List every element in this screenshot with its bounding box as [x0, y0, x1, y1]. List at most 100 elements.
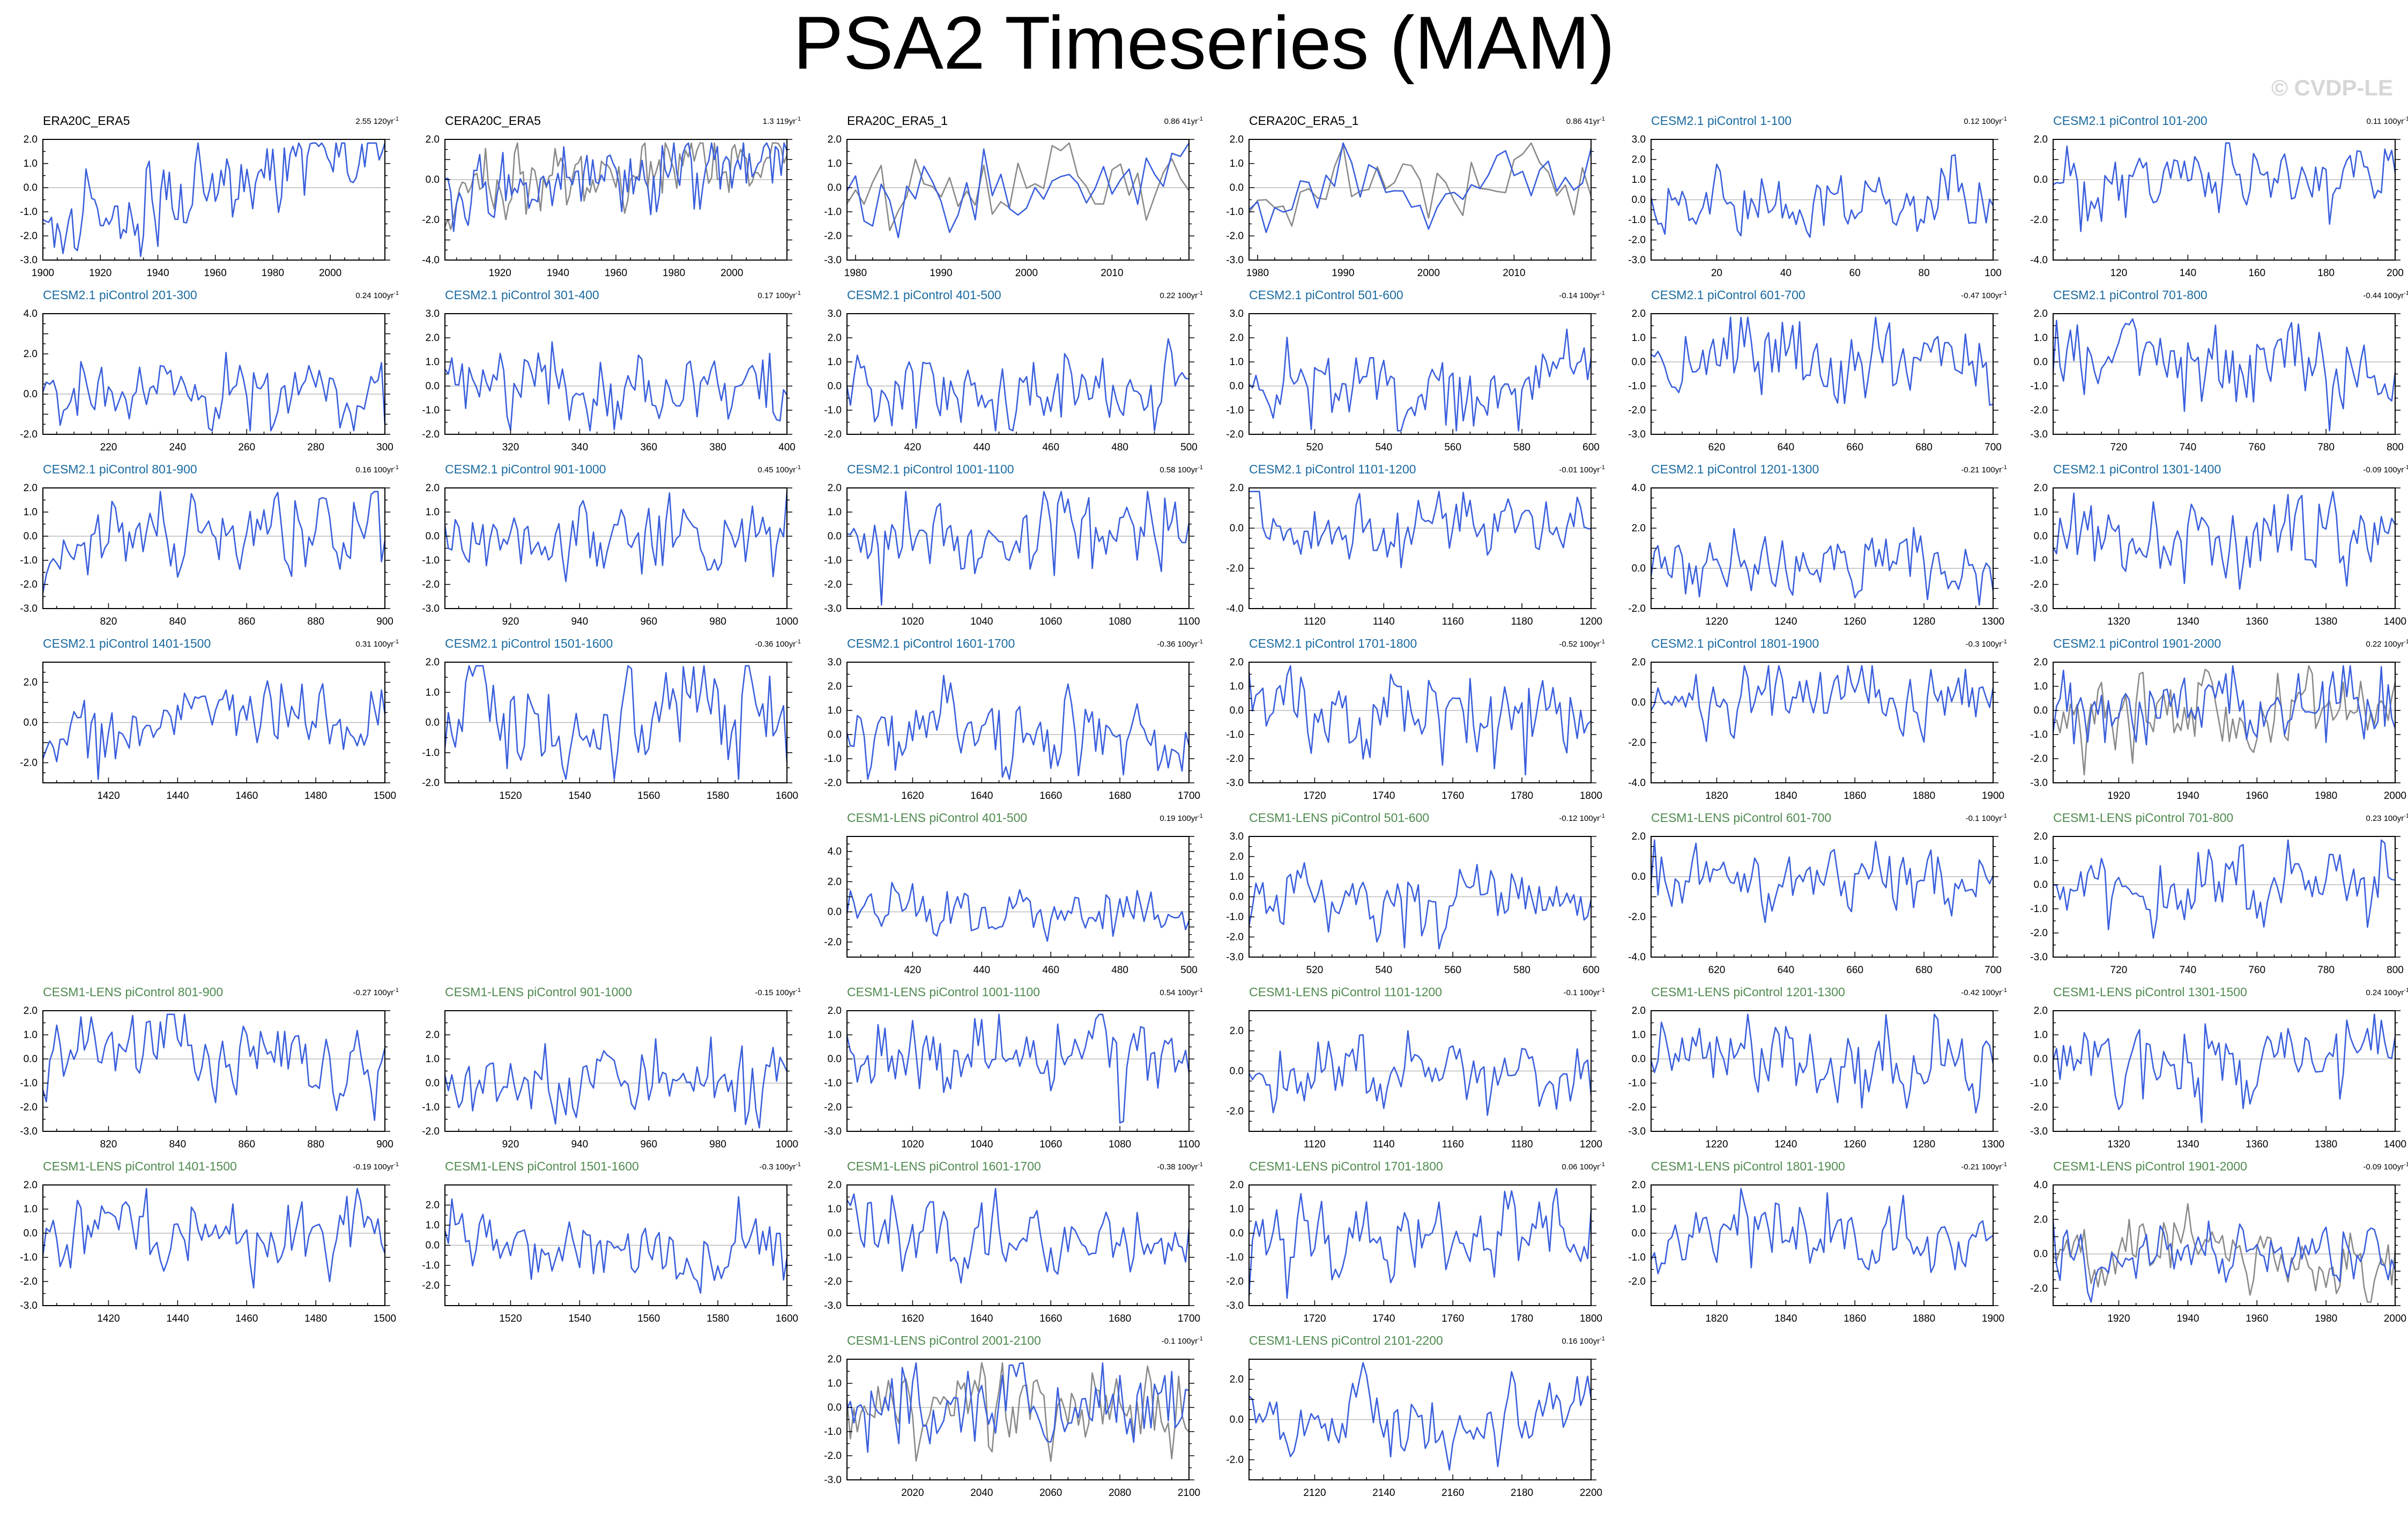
- y-tick-label: 2.0: [1230, 1180, 1244, 1191]
- y-tick-label: -2.0: [1226, 753, 1244, 765]
- y-tick-label: -1.0: [2030, 729, 2048, 740]
- panel-title: CESM2.1 piControl 401-500: [847, 288, 1001, 302]
- x-tick-label: 1120: [1304, 1139, 1326, 1150]
- y-tick-label: -1.0: [1628, 381, 1646, 392]
- y-tick-label: 4.0: [828, 846, 842, 857]
- y-tick-label: 2.0: [24, 349, 38, 360]
- panel-title: CESM1-LENS piControl 901-1000: [445, 985, 633, 999]
- panel-trend: -0.36 100yr-1: [1157, 639, 1203, 649]
- x-tick-label: 720: [2110, 965, 2128, 976]
- y-tick-label: 0.0: [2034, 1249, 2048, 1260]
- chart-panel: CERA20C_ERA5 1.3 119yr-1 -4.0 -2.0 0.0 2.0 192…: [407, 113, 809, 287]
- y-tick-label: -2.0: [1628, 912, 1646, 923]
- y-tick-label: 0.0: [2034, 531, 2048, 542]
- x-tick-label: 1660: [1039, 1313, 1062, 1324]
- x-tick-label: 1040: [970, 616, 993, 627]
- x-tick-label: 1540: [568, 790, 591, 802]
- y-tick-label: 2.0: [426, 1200, 440, 1211]
- x-tick-label: 1240: [1774, 1139, 1797, 1150]
- y-tick-label: -2.0: [1226, 1455, 1244, 1466]
- panel-plot: -4.0 -2.0 0.0 2.0 1820 1840 1860 1880 1900: [1628, 657, 2004, 802]
- series-line: [846, 881, 1190, 942]
- x-tick-label: 20: [1711, 268, 1722, 279]
- plot-frame: [846, 1010, 1190, 1132]
- x-tick-label: 1100: [1178, 1139, 1200, 1150]
- panel-title: CESM2.1 piControl 601-700: [1651, 288, 1805, 302]
- panel-trend: 0.45 100yr-1: [757, 464, 801, 475]
- y-tick-label: 0.0: [1230, 1066, 1244, 1077]
- panel-plot: -3.0 -2.0 -1.0 0.0 1.0 2.0 1920 1940 1960 1980 200…: [2030, 657, 2406, 802]
- series-line: [444, 665, 788, 780]
- y-tick-label: 1.0: [1632, 1204, 1646, 1215]
- y-tick-label: 1.0: [24, 158, 38, 169]
- panel-plot: -3.0 -2.0 -1.0 0.0 1.0 2.0 1220 1240 1260 1280 130…: [1628, 1005, 2004, 1150]
- y-tick-label: 0.0: [24, 389, 38, 400]
- x-tick-label: 820: [100, 1139, 117, 1150]
- y-tick-label: 2.0: [2034, 657, 2048, 668]
- panel-title: CESM1-LENS piControl 601-700: [1651, 811, 1832, 825]
- x-tick-label: 1920: [2107, 790, 2130, 802]
- panel-title: CESM2.1 piControl 1001-1100: [847, 462, 1014, 476]
- y-tick-label: 2.0: [24, 1180, 38, 1191]
- y-tick-label: -4.0: [422, 255, 440, 266]
- y-tick-label: 0.0: [828, 907, 842, 918]
- panel-plot: -3.0 -2.0 -1.0 0.0 1.0 2.0 1720 1740 1760 1780 180…: [1226, 657, 1602, 802]
- y-tick-label: 2.0: [1230, 483, 1244, 494]
- x-tick-label: 240: [169, 442, 186, 453]
- panel-trend: 0.23 100yr-1: [2366, 813, 2408, 823]
- y-tick-label: -2.0: [824, 937, 842, 948]
- x-tick-label: 580: [1513, 442, 1530, 453]
- x-tick-label: 740: [2179, 965, 2196, 976]
- panel-trend: 0.22 100yr-1: [2366, 639, 2408, 649]
- panel-plot: -2.0 0.0 2.0 1420 1440 1460 1480 1500: [20, 662, 396, 802]
- series-line: [846, 338, 1190, 432]
- panel-trend: 1.3 119yr-1: [762, 116, 801, 126]
- x-tick-label: 1360: [2246, 1139, 2268, 1150]
- y-tick-label: -1.0: [422, 1102, 440, 1113]
- x-tick-label: 920: [502, 1139, 519, 1150]
- x-tick-label: 360: [640, 442, 657, 453]
- y-tick-label: 1.0: [828, 357, 842, 368]
- x-tick-label: 1980: [1246, 268, 1269, 279]
- panel-title: CESM2.1 piControl 1401-1500: [43, 636, 211, 650]
- y-tick-label: 1.0: [1230, 1204, 1244, 1215]
- x-tick-label: 1520: [499, 1313, 522, 1324]
- panel-title: CESM1-LENS piControl 2101-2200: [1249, 1333, 1443, 1347]
- panel-plot: -3.0 -2.0 -1.0 0.0 1.0 2.0 1900 1920 1940 1960 198…: [20, 134, 390, 279]
- x-tick-label: 1820: [1705, 790, 1728, 802]
- x-tick-label: 1640: [970, 790, 993, 802]
- panel-trend: -0.36 100yr-1: [755, 639, 801, 649]
- x-tick-label: 1760: [1441, 790, 1464, 802]
- y-tick-label: 2.0: [1632, 831, 1646, 842]
- panel-plot: -3.0 -2.0 -1.0 0.0 1.0 2.0 820 840 860 880 900: [20, 1005, 393, 1150]
- y-tick-label: -2.0: [2030, 928, 2048, 939]
- x-tick-label: 780: [2317, 442, 2335, 453]
- x-tick-label: 760: [2248, 442, 2265, 453]
- chart-panel: CESM2.1 piControl 1001-1100 0.58 100yr-1 -…: [809, 461, 1212, 635]
- y-tick-label: -2.0: [2030, 1283, 2048, 1294]
- x-tick-label: 1000: [776, 1139, 798, 1150]
- series-line: [1650, 1013, 1994, 1114]
- chart-panel: CESM2.1 piControl 1-100 0.12 100yr-1 -3.0-…: [1614, 113, 2016, 287]
- y-tick-label: -4.0: [1628, 952, 1646, 963]
- y-tick-label: 2.0: [1230, 1374, 1244, 1385]
- panel-plot: -3.0 -2.0 -1.0 0.0 1.0 2.0 2020 2040 2060 2080 210…: [824, 1354, 1200, 1499]
- series-line: [1650, 154, 1994, 238]
- panel-trend: 0.54 100yr-1: [1160, 987, 1203, 997]
- series-line: [2052, 1220, 2396, 1303]
- panel-title: CESM2.1 piControl 1201-1300: [1651, 462, 1819, 476]
- panel-plot: -3.0 -2.0 -1.0 0.0 1.0 2.0 1980 1990 2000 2010: [824, 134, 1194, 279]
- panel-trend: -0.19 100yr-1: [353, 1161, 399, 1172]
- chart-panel: ERA20C_ERA5_1 0.86 41yr-1 -3.0 -2.0 -1.0 0.0 1…: [809, 113, 1212, 287]
- panel-plot: -2.0 -1.0 0.0 1.0 2.0 1520 1540 1560 1580 1600: [422, 657, 798, 802]
- x-tick-label: 1880: [1913, 790, 1935, 802]
- y-tick-label: 3.0: [828, 308, 842, 320]
- chart-panel: CESM2.1 piControl 1301-1400 -0.09 100yr-1…: [2016, 461, 2408, 635]
- y-tick-label: -2.0: [1226, 231, 1244, 242]
- x-tick-label: 2120: [1303, 1487, 1326, 1499]
- y-tick-label: -3.0: [1226, 255, 1244, 266]
- panel-plot: -3.0 -2.0 -1.0 0.0 1.0 2.0 720 740 760 780 800: [2030, 831, 2404, 976]
- secondary-series-line: [846, 142, 1190, 232]
- x-tick-label: 1500: [374, 790, 396, 802]
- panel-plot: -4.0 -2.0 0.0 2.0 1920 1940 1960 1980 2000: [422, 134, 792, 279]
